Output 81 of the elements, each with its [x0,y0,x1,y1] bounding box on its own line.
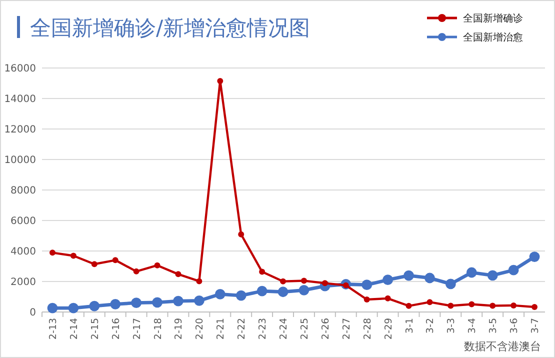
point [217,78,224,84]
x-tick-label: 2-17 [132,318,143,340]
point [175,271,182,278]
point [70,252,76,259]
x-tick-label: 2-13 [48,318,59,340]
x-tick-label: 2-16 [110,318,122,340]
y-tick-label: 6000 [10,216,36,227]
point [364,296,370,302]
x-tick-label: 3-3 [446,318,458,334]
legend-label: 全国新增治愈 [463,32,523,44]
point [49,250,56,256]
point [214,288,226,300]
point [152,297,162,308]
point [259,268,266,275]
point [300,278,307,284]
x-tick-label: 2-20 [194,318,206,340]
y-tick-label: 8000 [10,186,36,196]
x-tick-label: 2-25 [299,318,310,340]
x-tick-label: 2-27 [341,318,352,340]
point [508,264,519,276]
y-tick-label: 2000 [10,277,36,288]
point [194,296,204,306]
point [110,299,121,310]
x-tick-label: 3-6 [509,318,520,334]
point [404,270,414,281]
x-tick-label: 3-2 [425,318,436,334]
y-tick-label: 14000 [4,94,36,105]
point [236,290,246,301]
point [490,302,496,309]
x-tick-label: 2-21 [216,318,227,340]
point [238,231,244,238]
y-tick-label: 10000 [4,155,36,166]
point [406,302,412,309]
x-tick-label: 2-19 [174,318,185,340]
x-tick-label: 2-24 [278,318,290,340]
x-tick-label: 2-18 [152,318,164,340]
point [510,302,517,308]
text: 数据不含港澳台 [464,340,541,353]
point [529,252,540,262]
x-tick-label: 2-28 [362,318,374,340]
x-tick-label: 2-23 [258,318,269,340]
legend-label: 全国新增确诊 [463,12,523,24]
x-tick-label: 3-1 [404,318,416,334]
point [91,261,98,268]
point [68,302,79,314]
point [468,301,475,308]
x-tick-label: 2-29 [383,318,394,340]
x-tick-label: 2-15 [90,318,101,340]
point [466,267,477,278]
point [196,278,202,284]
point [280,278,286,284]
point [448,302,454,309]
chart-title: 全国新增确诊/新增治愈情况图 [30,16,310,40]
point [47,302,58,314]
x-tick-label: 3-5 [488,318,500,334]
point [154,262,160,268]
point [131,298,142,308]
point [256,286,268,296]
point [424,272,435,284]
x-tick-label: 3-7 [530,318,542,334]
point [173,296,184,306]
x-tick-label: 2-26 [320,318,332,340]
point [278,286,288,298]
x-tick-label: 3-4 [467,318,478,334]
point [426,299,433,306]
point [384,295,391,302]
point [445,278,456,290]
point [362,280,372,290]
point [112,257,118,264]
y-tick-label: 4000 [10,246,36,258]
x-tick-label: 2-22 [236,318,248,340]
x-tick-label: 2-14 [68,318,80,340]
y-tick-label: 16000 [4,64,36,74]
point [298,284,310,296]
point [382,274,394,286]
point [487,270,498,281]
point [89,300,100,312]
point [133,268,140,274]
y-tick-label: 12000 [4,124,36,136]
y-tick-label: 0 [30,308,36,318]
point [532,304,538,310]
